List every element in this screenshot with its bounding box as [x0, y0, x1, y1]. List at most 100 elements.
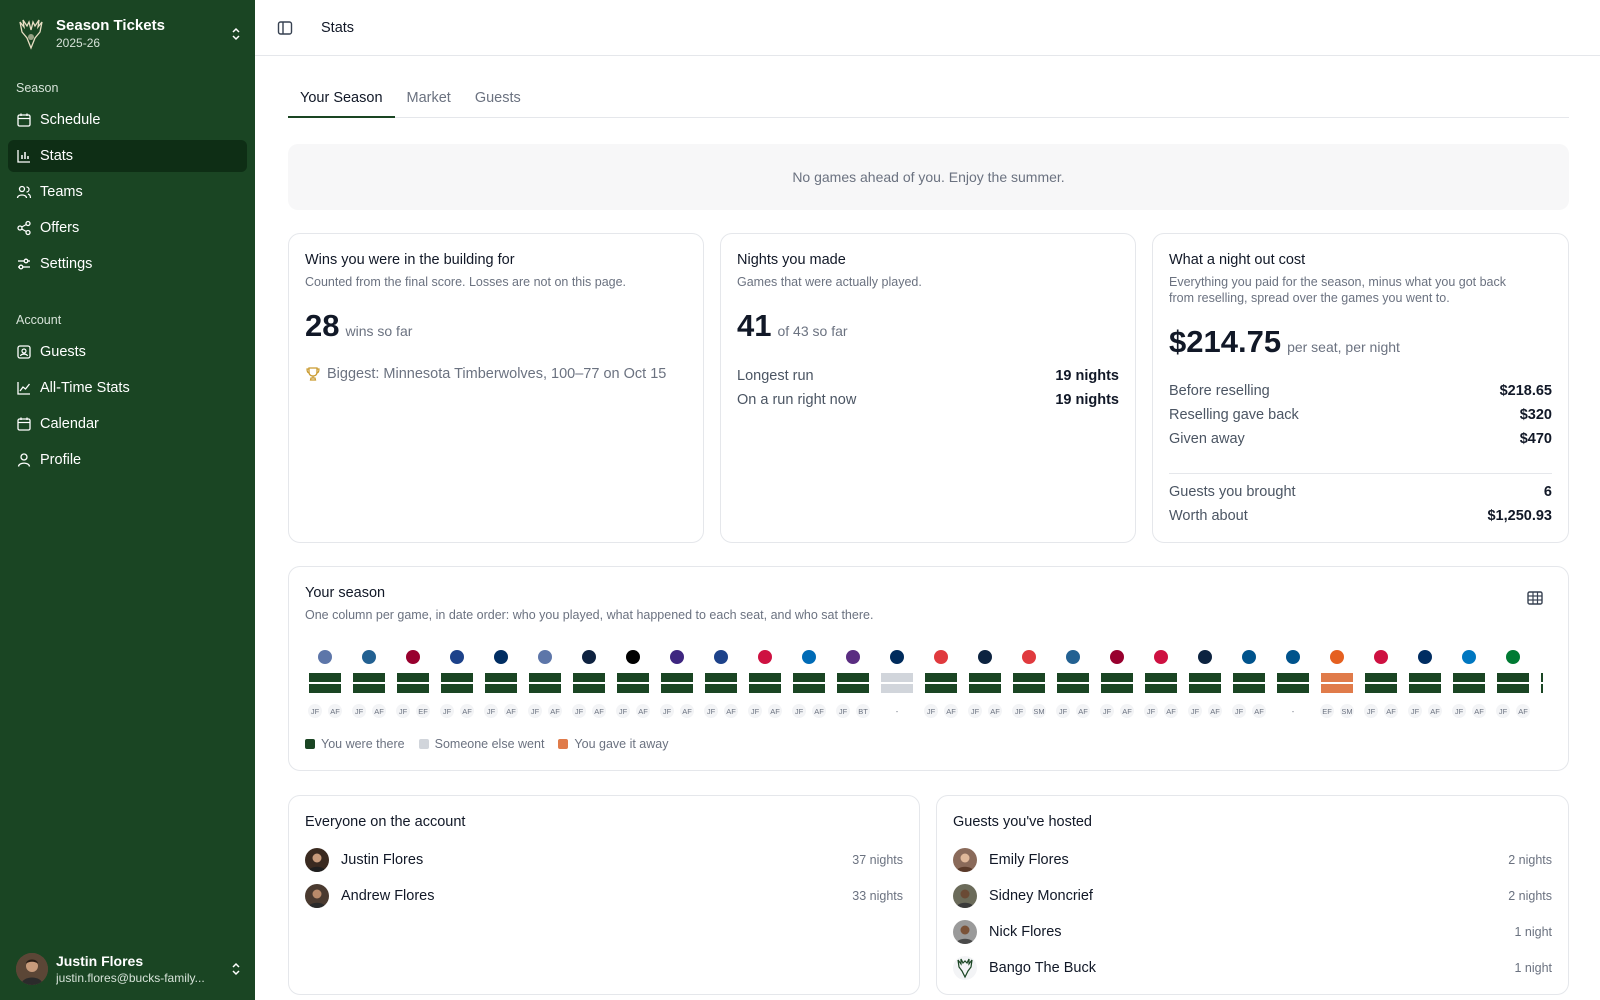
tab-market[interactable]: Market [406, 90, 451, 106]
stat-label: Reselling gave back [1169, 407, 1299, 423]
person-row[interactable]: Justin Flores 37 nights [305, 847, 903, 873]
seat-initials-badge [1208, 704, 1222, 718]
game-column[interactable]: JF AF [924, 650, 958, 718]
game-column[interactable]: JF EF [396, 650, 430, 718]
legend-swatch [305, 739, 315, 749]
sidebar-item-all-time-stats[interactable]: All-Time Stats [8, 372, 247, 404]
seat-initials-badge [416, 704, 430, 718]
person-row[interactable]: Andrew Flores 33 nights [305, 883, 903, 909]
seat-bar [837, 673, 869, 682]
season-section-label: Season [16, 81, 59, 95]
user-menu[interactable]: Justin Flores justin.flores@bucks-family… [16, 952, 244, 986]
game-column[interactable]: JF AF [1232, 650, 1266, 718]
seat-bar [1409, 673, 1441, 682]
seat-initials: JF [355, 707, 364, 716]
sidebar-item-stats[interactable]: Stats [8, 140, 247, 172]
seat-initials: JF [1367, 707, 1376, 716]
seat-bar [397, 673, 429, 682]
seat-bar [1541, 673, 1543, 682]
game-column[interactable]: JF AF [792, 650, 826, 718]
game-column[interactable]: - [1277, 650, 1309, 718]
game-column[interactable]: JF AF [1408, 650, 1442, 718]
sidebar-item-offers[interactable]: Offers [8, 212, 247, 244]
sidebar-toggle-icon[interactable] [275, 18, 295, 38]
seat-initials: SM [1341, 707, 1352, 716]
seat-initials-badge [616, 704, 630, 718]
game-column[interactable]: JF AF [308, 650, 342, 718]
seat-bar [925, 673, 957, 682]
team-switcher[interactable]: Season Tickets 2025-26 [16, 14, 244, 54]
seat-bar [529, 673, 561, 682]
game-column[interactable]: JF AF [748, 650, 782, 718]
stat-value: 19 nights [1055, 392, 1119, 408]
sidebar-item-guests[interactable]: Guests [8, 336, 247, 368]
game-column[interactable]: JF AF [1056, 650, 1090, 718]
game-column[interactable]: JF AF [484, 650, 518, 718]
game-column[interactable]: JF AF [1188, 650, 1222, 718]
seat-initials-badge [836, 704, 850, 718]
sidebar-item-label: Offers [40, 220, 80, 236]
stat-row: Given away $470 [1169, 431, 1552, 447]
seat-bar [749, 684, 781, 693]
calendar-icon [16, 416, 32, 432]
sidebar-item-label: All-Time Stats [40, 380, 130, 396]
seat-initials: AF [946, 707, 956, 716]
person-row[interactable]: Emily Flores 2 nights [953, 847, 1552, 873]
sidebar-item-calendar[interactable]: Calendar [8, 408, 247, 440]
stat-value: $1,250.93 [1487, 508, 1552, 524]
game-column[interactable]: JF AF [1144, 650, 1178, 718]
sidebar-item-profile[interactable]: Profile [8, 444, 247, 476]
grizzlies-logo-icon [538, 650, 552, 664]
person-row[interactable]: Sidney Moncrief 2 nights [953, 883, 1552, 909]
game-column[interactable]: JF AF [572, 650, 606, 718]
seat-initials-badge [1120, 704, 1134, 718]
cost-subtitle-line: Everything you paid for the season, minu… [1169, 275, 1506, 289]
bucks-logo-icon [16, 16, 46, 52]
tab-your-season[interactable]: Your Season [288, 80, 395, 118]
game-column[interactable]: JF AF [660, 650, 694, 718]
seat-initials-badge [1340, 704, 1354, 718]
seat-initials: JF [1147, 707, 1156, 716]
game-column[interactable]: EF SM [1320, 650, 1354, 718]
sidebar-item-schedule[interactable]: Schedule [8, 104, 247, 136]
game-column[interactable]: JF AF [704, 650, 738, 718]
game-column[interactable]: JF AF [1364, 650, 1398, 718]
mavericks-logo-icon [1286, 650, 1300, 664]
seat-initials-badge [1320, 704, 1334, 718]
game-column[interactable]: - [881, 650, 913, 718]
game-column[interactable]: JF AF [528, 650, 562, 718]
rockets-logo-icon [1374, 650, 1388, 664]
game-column[interactable]: JF SM [1012, 650, 1046, 718]
game-column[interactable]: - [1541, 650, 1543, 718]
seat-bar [397, 684, 429, 693]
game-column[interactable]: JF AF [616, 650, 650, 718]
legend-label: Someone else went [434, 737, 545, 751]
person-row[interactable]: Bango The Buck 1 night [953, 955, 1552, 981]
game-column[interactable]: JF AF [352, 650, 386, 718]
seat-bar [573, 673, 605, 682]
wins-unit: wins so far [345, 323, 413, 339]
game-column[interactable]: JF AF [1496, 650, 1530, 718]
person-row[interactable]: Nick Flores 1 night [953, 919, 1552, 945]
sidebar-item-label: Stats [40, 148, 74, 164]
seat-bar [705, 684, 737, 693]
seat-bar [1277, 684, 1309, 693]
kings-logo-icon [846, 650, 860, 664]
seat-initials: JF [1499, 707, 1508, 716]
sidebar-item-settings[interactable]: Settings [8, 248, 247, 280]
raptors-logo-icon [1154, 650, 1168, 664]
seat-bar [1365, 673, 1397, 682]
tab-guests[interactable]: Guests [474, 90, 521, 106]
game-column[interactable]: JF BT [836, 650, 870, 718]
game-column[interactable]: JF AF [1452, 650, 1486, 718]
sidebar-item-teams[interactable]: Teams [8, 176, 247, 208]
game-column[interactable]: JF AF [968, 650, 1002, 718]
line-chart-icon [16, 380, 32, 396]
game-column[interactable]: JF AF [440, 650, 474, 718]
table-view-icon[interactable] [1526, 589, 1544, 607]
game-column[interactable]: JF AF [1100, 650, 1134, 718]
seat-bar [1145, 684, 1177, 693]
timberwolves-logo-icon [362, 650, 376, 664]
sidebar-item-label: Teams [40, 184, 83, 200]
nuggets-logo-icon [582, 650, 596, 664]
